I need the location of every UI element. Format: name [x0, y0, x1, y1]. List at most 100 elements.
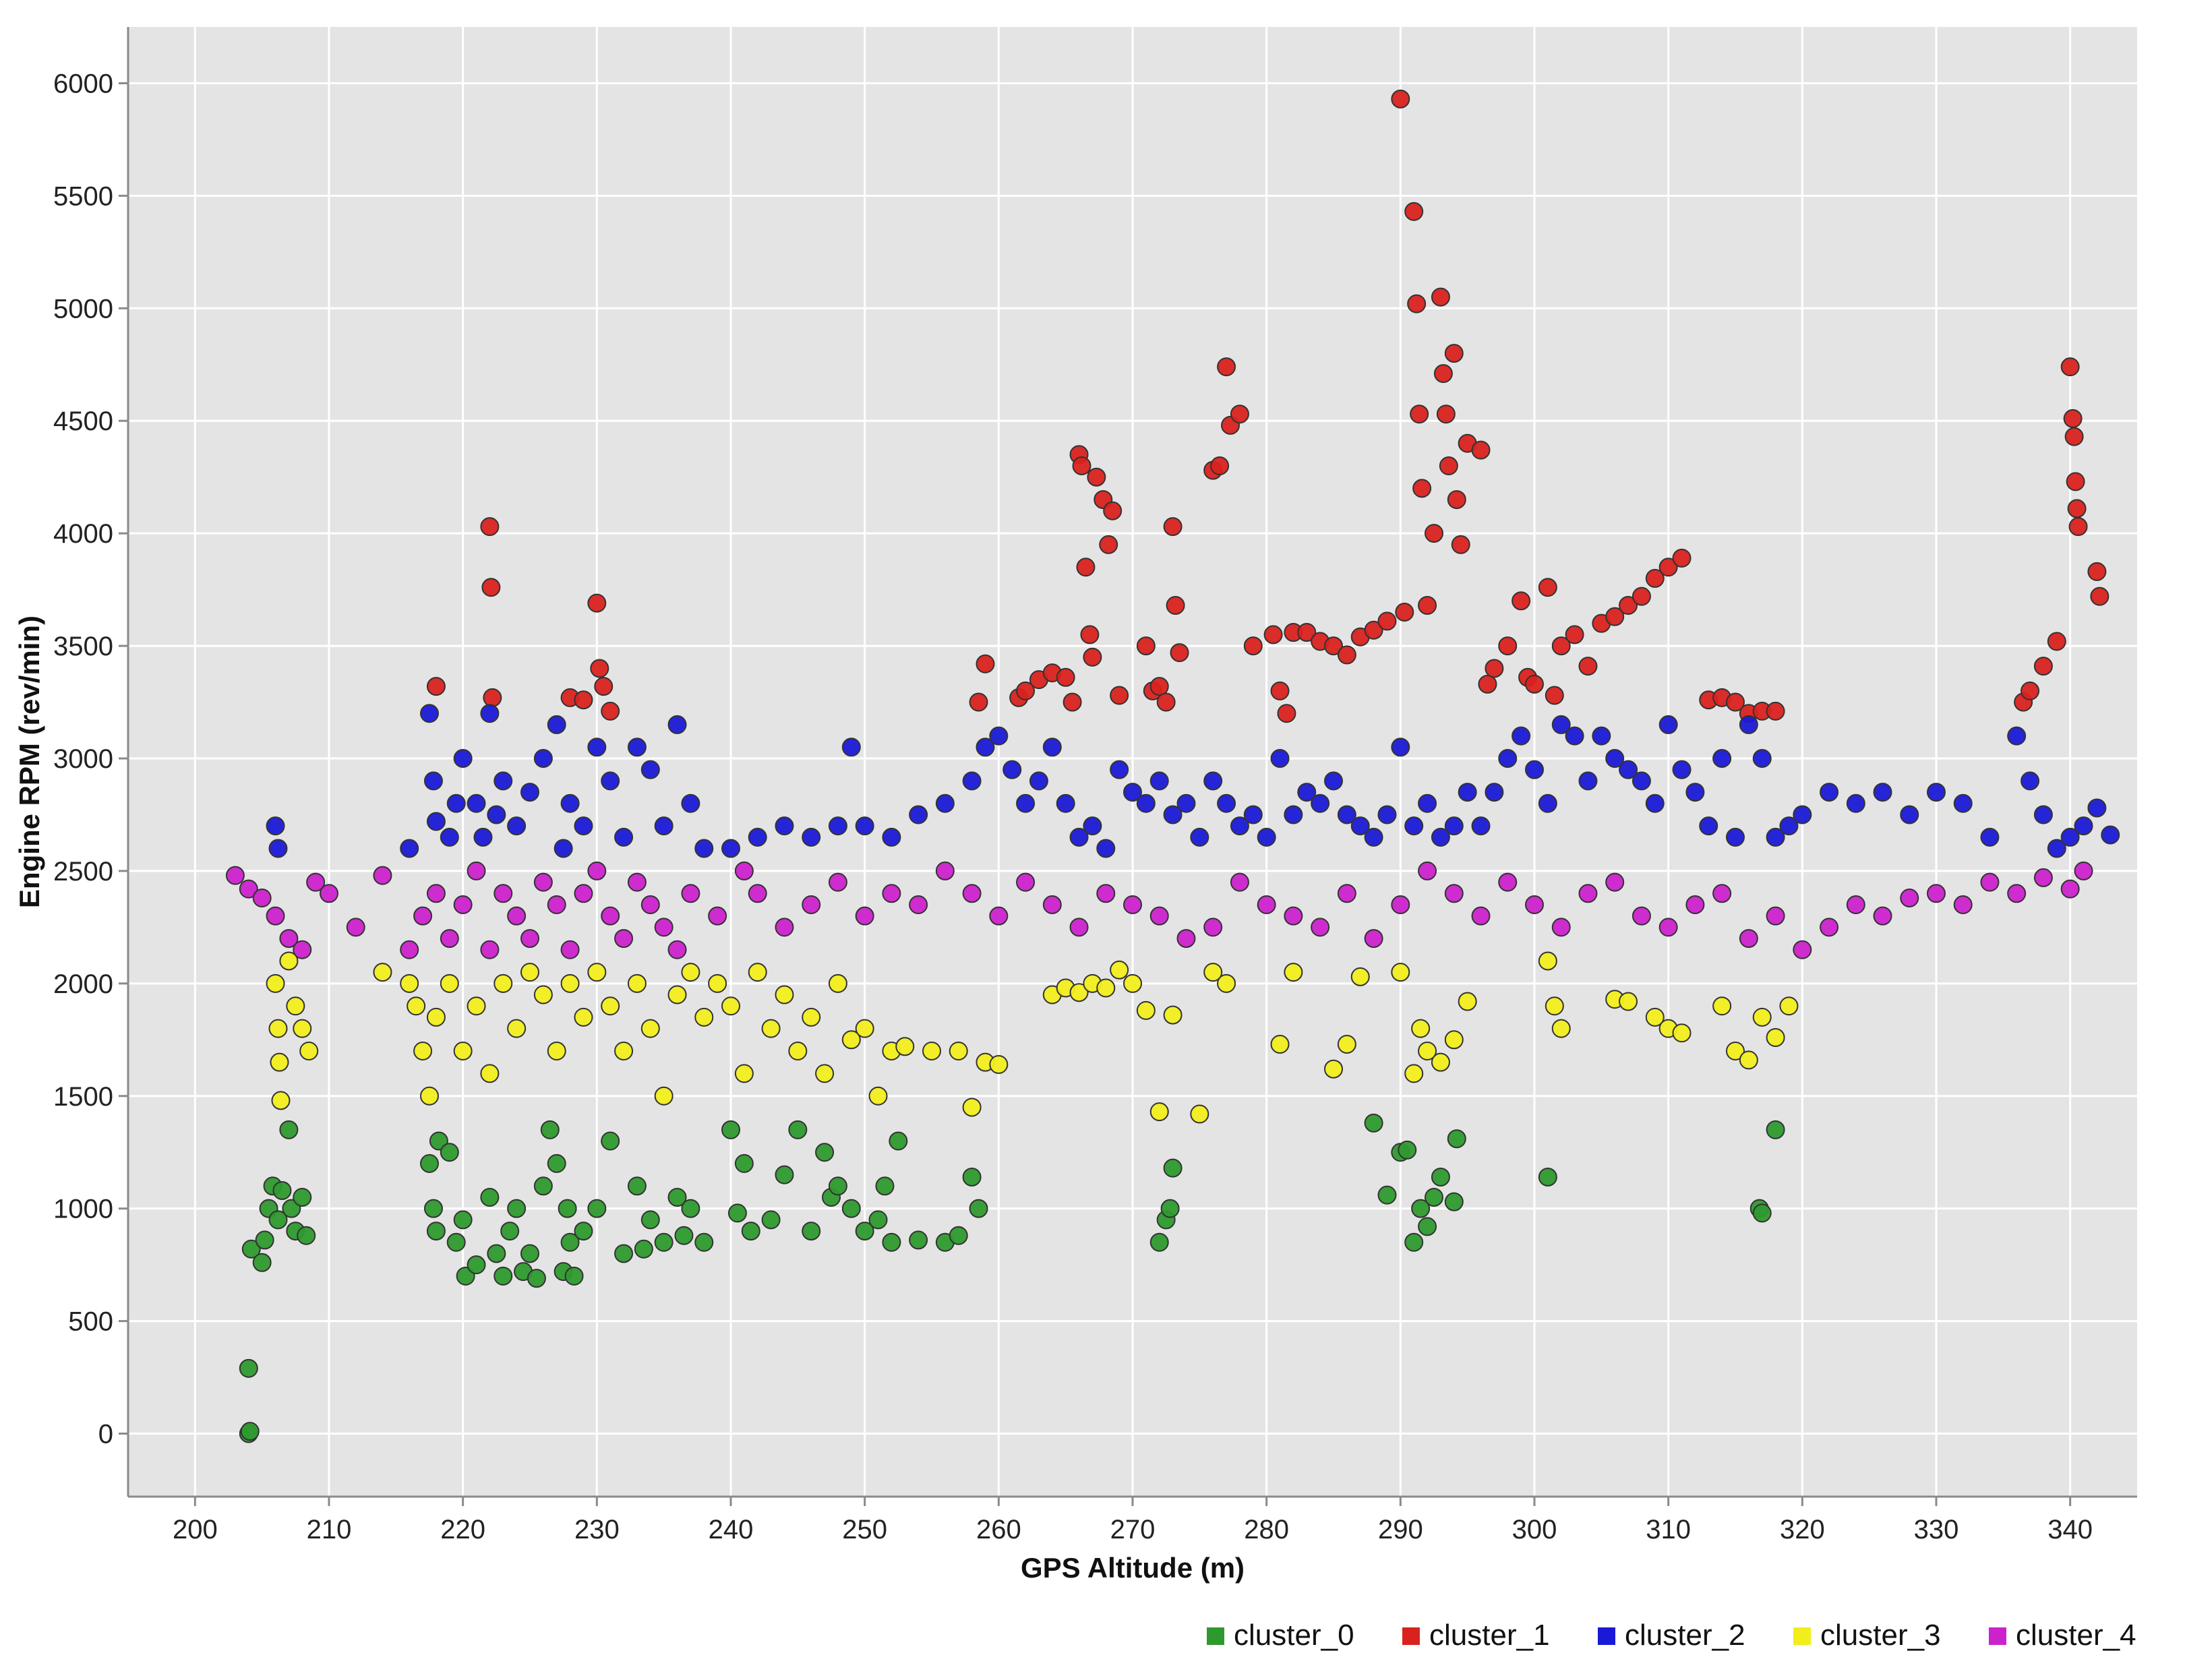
data-point [2074, 861, 2093, 880]
data-point [1551, 1019, 1571, 1038]
data-point [2060, 879, 2080, 899]
data-point [225, 866, 245, 885]
data-point [420, 704, 439, 723]
data-point [1752, 1007, 1772, 1027]
data-point [889, 1131, 908, 1151]
data-point [775, 1165, 794, 1184]
data-point [1404, 816, 1424, 836]
data-point [594, 677, 613, 696]
data-point [828, 872, 847, 892]
data-point [2101, 825, 2120, 845]
data-point [2063, 409, 2083, 428]
data-point [828, 973, 847, 993]
x-axis-title: GPS Altitude (m) [1021, 1552, 1245, 1584]
data-point [480, 704, 500, 723]
data-point [654, 816, 674, 836]
data-point [989, 906, 1009, 926]
data-point [574, 690, 593, 710]
data-point [1149, 677, 1169, 696]
data-point [681, 963, 700, 982]
data-point [564, 1266, 584, 1286]
y-tick-label: 2000 [53, 969, 113, 999]
x-tick-label: 250 [842, 1515, 887, 1544]
data-point [1436, 404, 1456, 424]
data-point [2021, 681, 2040, 700]
data-point [1311, 793, 1330, 813]
data-point [1444, 816, 1464, 836]
data-point [1163, 1158, 1183, 1178]
data-point [1123, 973, 1142, 993]
data-point [1658, 558, 1678, 577]
legend-swatch [1402, 1627, 1420, 1645]
data-point [1176, 793, 1196, 813]
data-point [1471, 816, 1491, 836]
data-point [1605, 607, 1625, 626]
data-point [1444, 1030, 1464, 1050]
data-point [1619, 595, 1638, 615]
data-point [1739, 929, 1758, 949]
data-point [500, 1222, 520, 1241]
data-point [293, 1019, 312, 1038]
data-point [1337, 1034, 1356, 1054]
data-point [1980, 872, 2000, 892]
data-point [590, 659, 609, 678]
data-point [828, 1176, 847, 1196]
series-cluster_1 [426, 89, 2109, 723]
y-axis-title: Engine RPM (rev/min) [13, 616, 45, 908]
data-point [1511, 591, 1531, 611]
data-point [1163, 805, 1183, 824]
data-point [1099, 535, 1118, 554]
data-point [627, 738, 647, 757]
data-point [1525, 674, 1544, 694]
data-point [1766, 827, 1785, 847]
data-point [1592, 726, 1611, 746]
data-point [1391, 738, 1410, 757]
data-point [1525, 760, 1544, 779]
data-point [721, 839, 740, 858]
data-point [440, 827, 459, 847]
data-point [558, 1199, 577, 1218]
data-point [320, 884, 338, 903]
data-point [1407, 294, 1427, 313]
data-point [1431, 287, 1450, 307]
data-point [734, 1153, 754, 1173]
data-point [426, 812, 446, 831]
data-point [480, 517, 500, 537]
data-point [2021, 771, 2040, 791]
data-point [1270, 1034, 1290, 1054]
data-point [1324, 1059, 1343, 1079]
data-point [1766, 1027, 1785, 1047]
data-point [741, 1222, 760, 1241]
data-point [1498, 636, 1518, 656]
legend-swatch [1598, 1627, 1615, 1645]
data-point [423, 1199, 443, 1218]
data-point [1578, 771, 1598, 791]
data-point [1080, 625, 1100, 644]
data-point [1545, 686, 1564, 705]
data-point [1418, 1217, 1437, 1236]
data-point [1391, 895, 1410, 914]
data-point [2007, 884, 2027, 903]
data-point [520, 929, 539, 949]
data-point [694, 1007, 714, 1027]
data-point [1619, 992, 1638, 1011]
data-point [1149, 906, 1169, 926]
data-point [674, 1226, 694, 1245]
data-point [426, 1222, 446, 1241]
data-point [297, 1226, 316, 1245]
data-point [507, 816, 527, 836]
data-point [453, 1210, 473, 1230]
data-point [453, 748, 473, 768]
data-point [1156, 692, 1176, 712]
data-point [634, 1239, 653, 1259]
data-point [1418, 861, 1437, 880]
series-cluster_0 [239, 1113, 1785, 1443]
data-point [1096, 884, 1116, 903]
data-point [547, 1041, 566, 1060]
data-point [1337, 805, 1356, 824]
data-point [1056, 667, 1075, 687]
data-point [560, 793, 580, 813]
data-point [440, 973, 459, 993]
data-point [279, 929, 299, 949]
data-point [1458, 783, 1477, 802]
